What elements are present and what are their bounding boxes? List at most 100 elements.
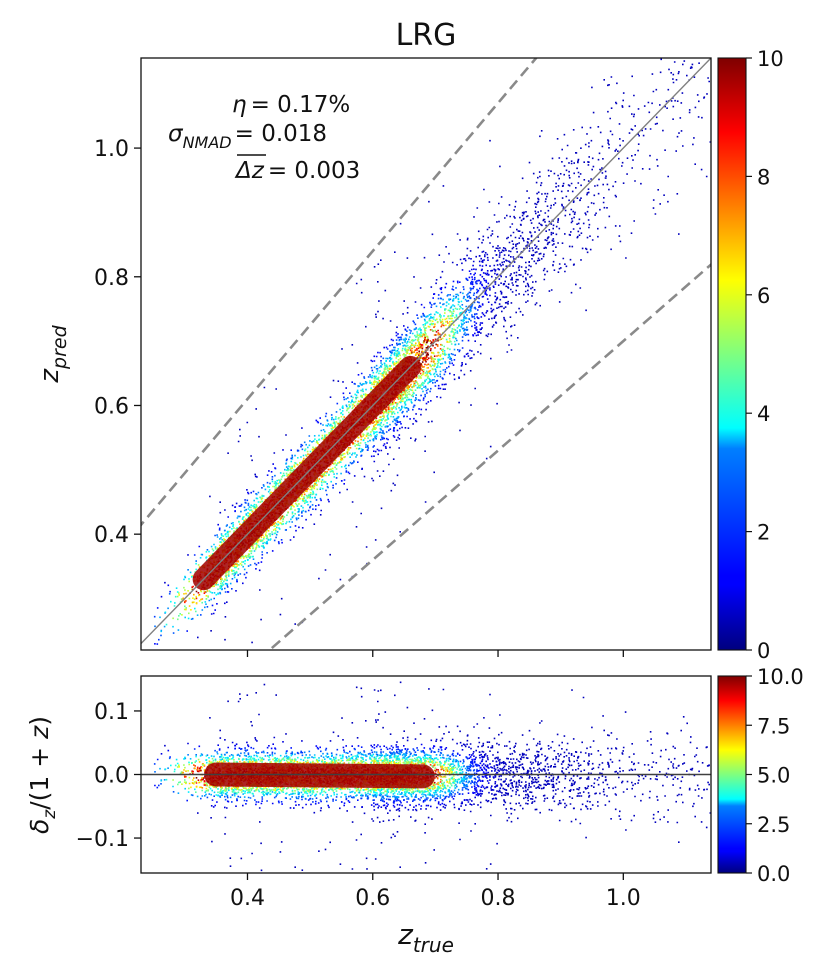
residual-point-group-746 <box>226 800 229 802</box>
residual-point-group-557 <box>345 793 347 796</box>
stats-annotation: η = 0.17% σNMAD = 0.018 Δz = 0.003 <box>168 92 360 184</box>
scatter-point-group-746 <box>226 591 229 593</box>
annotation-deltaz-symbol: Δz <box>234 158 265 184</box>
residual-point-group-747 <box>200 797 202 800</box>
scatter-point-group-754 <box>479 264 481 267</box>
residual-point-group-941 <box>459 768 461 770</box>
scatter-point-group-943 <box>333 473 335 475</box>
residual-point-group-696 <box>373 756 376 759</box>
residual-point-group-945 <box>238 758 240 760</box>
scatter-point-group-396 <box>275 389 417 532</box>
scatter-point-group-912 <box>274 532 277 534</box>
residual-ytick-label: 0.0 <box>94 764 129 789</box>
residual-point-group-924 <box>393 800 395 803</box>
scatter-point-group-49 <box>256 255 498 478</box>
annotation-sigma-sub: NMAD <box>183 133 232 152</box>
scatter-point-group-685 <box>274 281 482 469</box>
scatter-point-group-536 <box>463 310 472 319</box>
scatter-point-group-3 <box>302 454 305 457</box>
scatter-point-group-948 <box>478 297 480 300</box>
residual-point-group-812 <box>400 749 403 752</box>
colorbar-tick-label: 10 <box>757 47 784 71</box>
residual-ytick-label: 0.1 <box>94 700 129 725</box>
main-y-ticks: 0.4 0.6 0.8 1.0 <box>94 137 141 548</box>
main-ytick-label: 0.4 <box>94 523 129 548</box>
scatter-point-group-55 <box>301 350 461 517</box>
scatter-point-group-696 <box>373 375 376 378</box>
residual-point-group-782 <box>239 752 246 757</box>
scatter-point-group-721 <box>384 364 386 367</box>
residual-point-group-905 <box>360 753 362 755</box>
residual-xtick-label: 1.0 <box>606 886 641 911</box>
scatter-point-group-782 <box>239 506 246 518</box>
main-reference-lines <box>141 58 711 650</box>
residual-ytick-label: −0.1 <box>76 827 129 852</box>
scatter-point-group-23 <box>478 235 512 355</box>
residual-point-group-510 <box>455 784 457 786</box>
scatter-point-group-171 <box>373 282 491 457</box>
scatter-point-group-557 <box>345 464 347 467</box>
scatter-point-group-855 <box>373 450 375 452</box>
residual-xtick-label: 0.4 <box>230 886 265 911</box>
colorbar-tick-label: 2 <box>757 521 770 545</box>
residual-point-group-943 <box>333 792 335 794</box>
annotation-eta-symbol: η <box>232 92 247 118</box>
residual-colorbar-ticks: 0.0 2.5 5.0 7.5 10.0 <box>746 665 804 886</box>
scatter-point-group-872 <box>290 508 292 510</box>
scatter-point-group-937 <box>365 381 368 384</box>
main-colorbar <box>717 57 747 651</box>
scatter-point-group-747 <box>200 614 202 616</box>
residual-point-group-3 <box>302 759 305 761</box>
residual-y-ticks: 0.1 0.0 −0.1 <box>76 700 141 852</box>
residual-point-group-791 <box>395 755 408 761</box>
residual-point-group-760 <box>434 799 437 802</box>
scatter-point-group-296 <box>224 272 491 605</box>
main-y-axis-label-sub: pred <box>49 324 71 370</box>
residual-y-label-sub: z <box>40 809 60 820</box>
main-y-axis-label: zpred <box>35 324 71 383</box>
scatter-point-group-854 <box>240 291 478 507</box>
main-ytick-label: 0.8 <box>94 266 129 291</box>
residual-point-group-775 <box>277 788 280 791</box>
residual-point-group-498 <box>245 756 460 765</box>
annotation-eta-value: = 0.17% <box>251 92 351 118</box>
residual-point-group-870 <box>392 757 399 792</box>
scatter-point-group-510 <box>455 337 457 340</box>
x-axis-label: ztrue <box>397 918 454 957</box>
scatter-point-group-730 <box>302 353 444 512</box>
residual-point-group-912 <box>274 792 277 794</box>
annotation-sigma-value: = 0.018 <box>235 121 327 147</box>
colorbar-tick-label: 6 <box>757 284 770 308</box>
scatter-point-group-343 <box>247 268 490 494</box>
scatter-point-group-459 <box>245 392 428 574</box>
residual-point-group-903 <box>394 795 396 798</box>
main-ytick-label: 0.6 <box>94 394 129 419</box>
scatter-point-group-715 <box>216 344 406 538</box>
scatter-point-group-810 <box>326 483 328 485</box>
main-ytick-label: 1.0 <box>94 137 129 162</box>
scatter-point-group-719 <box>254 257 499 478</box>
annotation-deltaz-value: = 0.003 <box>268 158 360 184</box>
residual-point-group-757 <box>471 758 476 765</box>
residual-point-group-810 <box>326 793 328 796</box>
residual-point-group-743 <box>443 757 457 761</box>
annotation-deltaz: Δz = 0.003 <box>234 158 360 184</box>
residual-scatter-points <box>153 681 711 872</box>
residual-y-label-rest: /(1 + <box>25 739 54 810</box>
scatter-point-group-220 <box>224 251 499 511</box>
scatter-point-group-812 <box>400 333 403 339</box>
main-plot-frame <box>140 57 712 651</box>
main-plot: 0.4 0.6 0.8 1.0 zpred η = 0.17% σNMAD = 0.018… <box>35 47 784 663</box>
scatter-point-group-941 <box>459 305 461 308</box>
scatter-point-group-179 <box>217 366 439 595</box>
main-colorbar-ticks: 0 2 4 6 8 10 <box>746 47 784 663</box>
residual-point-group-937 <box>365 755 368 757</box>
main-x-ticks <box>246 650 624 657</box>
residual-point-group-920 <box>345 795 375 798</box>
residual-xtick-label: 0.8 <box>481 886 516 911</box>
svg-text:δz/(1 + z): δz/(1 + z) <box>25 716 60 834</box>
annotation-sigma: σNMAD = 0.018 <box>168 121 327 152</box>
colorbar-tick-label: 10.0 <box>757 665 804 689</box>
scatter-point-group-845 <box>241 348 400 520</box>
